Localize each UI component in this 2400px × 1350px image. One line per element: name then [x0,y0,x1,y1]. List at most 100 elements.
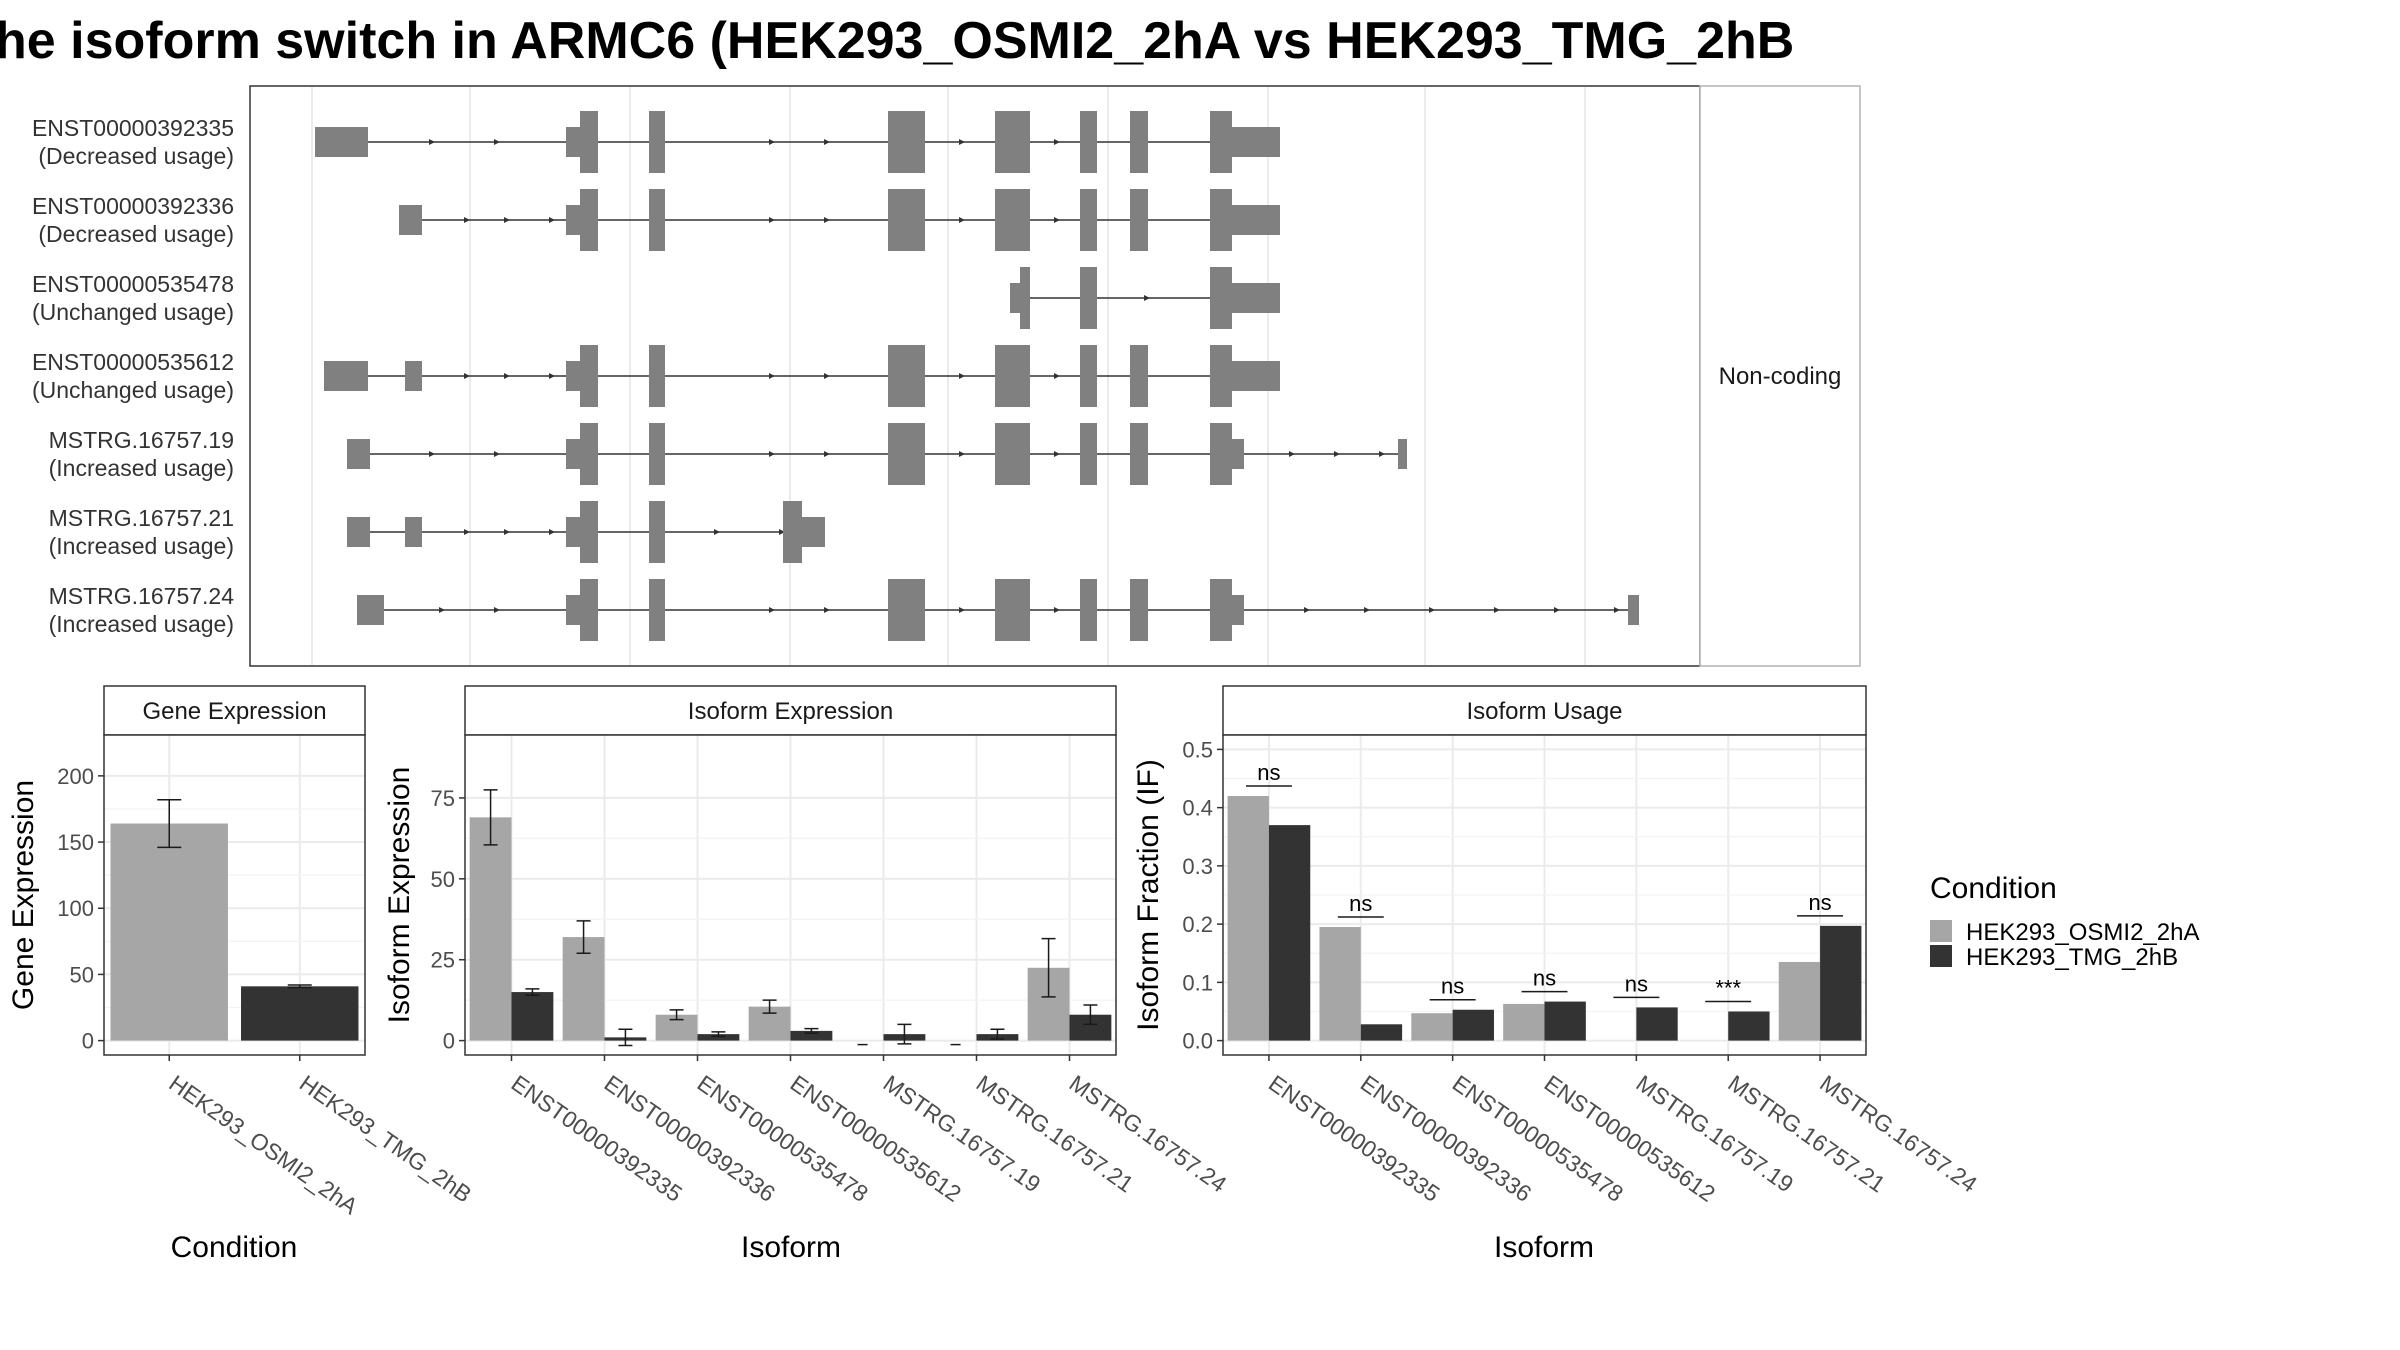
error-bar [157,798,182,849]
strand-arrow [1289,451,1295,457]
bar-panels: Gene Expression050100150200HEK293_OSMI2_… [7,685,1982,1264]
strand-arrow [549,373,555,379]
strand-arrow [769,217,775,223]
strand-arrow [1364,607,1370,613]
y-tick-label: 200 [57,764,94,789]
gene-track-label: ENST00000392336 [32,193,234,219]
x-tick-label: MSTRG.16757.24 [1815,1070,1982,1198]
gene-expression-frame [103,734,366,1056]
strand-arrow [824,373,830,379]
y-tick-label: 0.5 [1182,737,1213,762]
legend-label-cond-b: HEK293_TMG_2hB [1966,944,2178,971]
y-tick-label: 50 [70,962,94,987]
bar [1319,927,1361,1041]
gene-structure-panel: ENST00000392335(Decreased usage) ENST0000… [32,85,1861,667]
exon-block [580,189,598,251]
significance-label: *** [1715,975,1741,1000]
error-bar [525,988,540,997]
exon-block [888,579,925,641]
strand-arrow [824,607,830,613]
strand-arrow [439,607,445,613]
error-bar [576,920,591,954]
isoform-expression-bars [469,789,1112,1047]
exon-block [1210,579,1232,641]
strand-arrow [494,451,500,457]
exon-block [1232,283,1280,313]
strand-arrow [959,373,965,379]
bar [511,992,554,1041]
strand-arrow [769,451,775,457]
strand-arrow [824,451,830,457]
strand-arrow [769,139,775,145]
exon-block [1010,283,1020,313]
exon-block [1080,111,1097,173]
gene-track-sublabel: (Increased usage) [49,611,234,637]
isoform-expression-frame [464,734,1117,1056]
gene-track-sublabel: (Increased usage) [49,455,234,481]
bar [790,1030,833,1041]
gene-track-label: MSTRG.16757.24 [49,583,235,609]
exon-block [995,579,1030,641]
exon-block [580,501,598,563]
x-tick-label: ENST00000535478 [1448,1070,1628,1207]
strand-arrow [494,139,500,145]
strand-arrow [464,217,470,223]
error-bar [1041,937,1056,998]
bar [1227,795,1269,1041]
strand-arrow [714,529,720,535]
significance-label: ns [1808,890,1831,915]
gene-track-label: MSTRG.16757.21 [49,505,234,531]
y-tick-label: 75 [431,786,455,811]
strand-arrow [464,373,470,379]
strand-arrow [549,529,555,535]
exon-block [649,501,665,563]
strand-arrow [1054,451,1060,457]
exon-block [566,517,580,547]
exon-block [566,127,580,157]
error-bar [990,1028,1005,1040]
y-tick-label: 0.4 [1182,796,1213,821]
x-tick-label: ENST00000392335 [1264,1070,1444,1207]
significance-label: ns [1349,891,1372,916]
exon-block [566,205,580,235]
exon-block [1020,267,1030,329]
strand-arrow [504,529,510,535]
gene-track-label: MSTRG.16757.19 [49,427,234,453]
exon-block [1080,579,1097,641]
strand-arrow [1379,451,1385,457]
error-bar [711,1031,726,1038]
gene-track-MSTRG.16757.24 [357,579,1639,641]
exon-block [888,111,925,173]
significance-label: ns [1533,966,1556,991]
exon-block [324,361,368,391]
y-tick-label: 0.0 [1182,1029,1213,1054]
exon-block [649,423,665,485]
exon-block [580,111,598,173]
strand-arrow [1304,607,1310,613]
strand-arrow [824,139,830,145]
bar [241,986,359,1041]
exon-block [1130,111,1148,173]
bar [1503,1003,1545,1041]
x-tick-label: ENST00000535612 [1540,1070,1720,1207]
strand-arrow [959,607,965,613]
exon-block [347,439,370,469]
strand-arrow [1429,607,1435,613]
exon-block [1210,345,1232,407]
gene-track-MSTRG.16757.19 [347,423,1407,485]
exon-block [315,127,368,157]
gene-track-sublabel: (Decreased usage) [38,143,234,169]
isoform-expression-strip [464,685,1117,736]
exon-block [888,423,925,485]
strand-arrow [1554,607,1560,613]
exon-block [405,361,422,391]
strand-arrow [959,451,965,457]
isoform-usage-strip-label: Isoform Usage [1466,698,1622,725]
x-tick-label: ENST00000392336 [600,1070,780,1207]
gene-structure-tracks [315,111,1639,641]
gene-track-label: ENST00000392335 [32,115,234,141]
exon-block [580,345,598,407]
gene-expression-x-title: Condition [171,1231,298,1264]
strand-arrow [1054,607,1060,613]
